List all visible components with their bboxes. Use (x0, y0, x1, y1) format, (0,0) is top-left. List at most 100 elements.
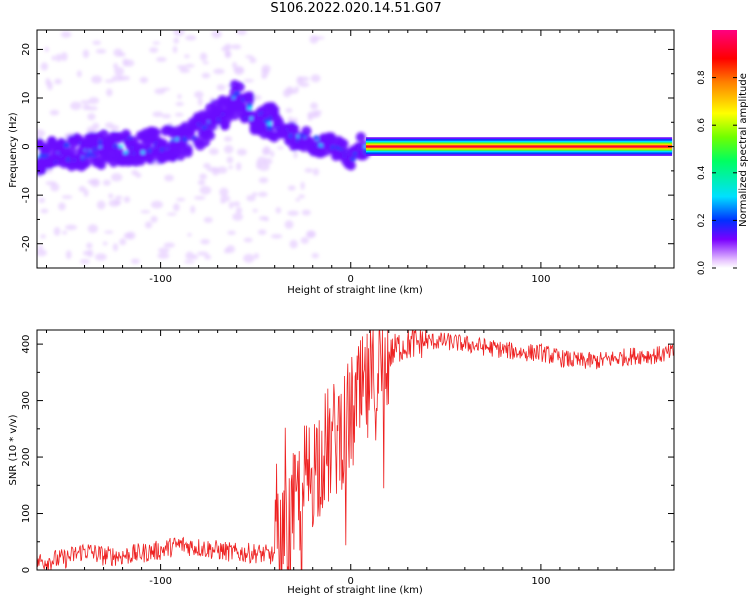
spectrogram-y-tick-label: -10 (21, 187, 32, 203)
spectrogram-speckle (102, 241, 108, 246)
page-title: S106.2022.020.14.51.G07 (270, 1, 442, 16)
spectrogram-speckle (124, 59, 135, 67)
spectrogram-speckle (310, 74, 321, 83)
spectrogram-blob (234, 81, 245, 92)
spectrogram-speckle (114, 195, 123, 200)
spectrogram-speckle (300, 181, 305, 190)
spectrogram-speckle (96, 200, 106, 210)
spectrogram-speckle (90, 178, 100, 188)
spectrogram-speckle (197, 97, 203, 106)
spectrogram-speckle (51, 55, 56, 61)
spectrogram-speckle (104, 79, 115, 83)
snr-frame (36, 329, 675, 571)
colorbar-tick-label: 0.2 (697, 213, 707, 227)
spectrogram-speckle (270, 234, 283, 239)
spectrogram-blobs (37, 30, 371, 264)
spectrogram-speckle (216, 166, 228, 174)
spectrogram-blob-core (63, 142, 70, 148)
spectrogram-speckle (76, 70, 82, 78)
spectrogram-speckle (87, 113, 96, 121)
spectrogram-speckle (118, 75, 131, 81)
spectrogram-speckle (185, 63, 195, 68)
snr-x-tick-label: -100 (149, 576, 172, 587)
spectrogram-x-axis-label: Height of straight line (km) (287, 285, 423, 296)
spectrogram-speckle (91, 75, 103, 84)
spectrogram-speckle (203, 163, 211, 169)
spectrogram-speckle (227, 230, 236, 235)
spectrogram-speckle (258, 162, 270, 171)
spectrogram-speckle (252, 192, 258, 197)
spectrogram-y-tick-label: 10 (21, 92, 32, 105)
spectrogram-frame (36, 29, 675, 269)
spectrogram-speckle (190, 205, 196, 214)
spectrogram-speckle (179, 68, 190, 74)
spectrogram-speckle (263, 146, 271, 155)
spectrogram-speckle (131, 169, 139, 176)
spectrogram-speckle (175, 101, 184, 107)
spectrogram-speckle (158, 247, 170, 254)
spectrogram-speckle (92, 40, 102, 45)
spectrogram-speckle (224, 145, 234, 154)
spectrogram-speckle (82, 250, 91, 256)
spectrogram-speckle (172, 45, 178, 54)
spectrogram-speckle (61, 195, 73, 199)
spectrogram-speckle (235, 207, 243, 214)
spectrogram-speckle (83, 188, 89, 197)
spectrogram-speckle (300, 236, 309, 244)
spectrogram-blob (66, 146, 77, 157)
spectrogram-x-tick-label: 0 (348, 274, 354, 285)
spectrogram-speckle (104, 230, 114, 234)
spectrogram-speckle (193, 195, 206, 200)
spectrogram-speckle (184, 54, 190, 59)
spectrogram-speckle (204, 254, 212, 260)
spectrogram-speckle (40, 234, 46, 239)
spectrogram-speckle (163, 242, 175, 248)
spectrogram-speckle (233, 66, 245, 75)
spectrogram-speckle (287, 210, 299, 216)
spectrogram-blob (205, 130, 216, 141)
snr-plot-area (37, 330, 674, 570)
spectrogram-speckle (117, 52, 126, 57)
colorbar-label: Normalized spectral amplitude (738, 73, 749, 227)
spectrogram-speckle (161, 113, 172, 119)
spectrogram-speckle (194, 91, 204, 99)
spectrogram-speckle (38, 197, 46, 203)
spectrogram-speckle (144, 221, 153, 229)
spectrogram-speckle (285, 108, 293, 113)
spectrogram-speckle (150, 200, 163, 209)
spectrogram-blob-peak (118, 144, 124, 148)
spectrogram-speckle (176, 65, 187, 69)
spectrogram-speckle (235, 162, 242, 171)
snr-y-tick-label: 0 (21, 567, 32, 573)
spectrogram-speckle (232, 212, 243, 221)
colorbar-gradient (712, 30, 737, 268)
colorbar-tick-label: 0.4 (697, 165, 707, 180)
spectrogram-blob (150, 127, 161, 138)
spectrogram-speckle (152, 111, 164, 117)
spectrogram-speckle (160, 87, 171, 91)
spectrogram-speckle (173, 30, 185, 37)
spectrogram-speckle (257, 156, 267, 165)
spectrogram-speckle (60, 31, 72, 38)
spectrogram-blob (96, 159, 107, 170)
spectrogram-speckle (243, 253, 255, 263)
spectrogram-speckle (224, 248, 230, 254)
spectrogram-speckle (130, 258, 140, 264)
spectrogram-speckle (236, 30, 247, 36)
snr-x-tick-label: 0 (348, 576, 354, 587)
spectrogram-blob (355, 132, 366, 143)
spectrogram-blob (182, 143, 193, 154)
spectrogram-speckle (95, 48, 107, 54)
spectrogram-speckle (289, 239, 298, 249)
spectrogram-carrier (365, 137, 673, 156)
spectrogram-speckle (126, 231, 136, 240)
spectrogram-speckle (140, 210, 151, 214)
spectrogram-speckle (82, 49, 90, 59)
snr-y-tick-label: 200 (21, 448, 32, 467)
spectrogram-speckle (173, 203, 180, 212)
spectrogram-speckle (233, 201, 241, 207)
spectrogram-blob (244, 94, 255, 105)
spectrogram-speckle (228, 165, 233, 170)
spectrogram-speckle (211, 167, 220, 176)
